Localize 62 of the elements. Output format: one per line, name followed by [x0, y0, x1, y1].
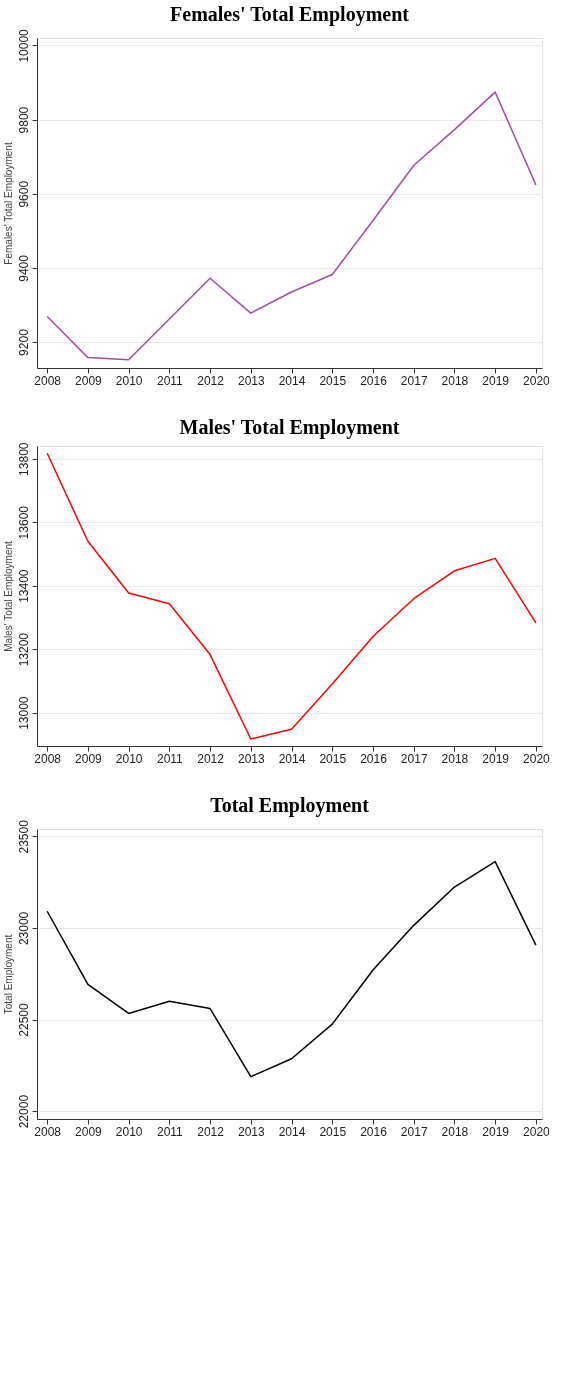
x-tick-label: 2013 [237, 373, 265, 388]
x-tick-label: 2019 [482, 1124, 510, 1139]
x-tick-label: 2011 [156, 751, 184, 766]
y-tick-label: 13200 [16, 632, 31, 667]
y-tick-label: 23000 [16, 911, 31, 946]
x-tick-label: 2014 [278, 373, 306, 388]
x-tick-label: 2009 [75, 373, 103, 388]
x-tick-label: 2015 [319, 751, 347, 766]
y-axis-title: Total Employment [2, 934, 14, 1015]
x-tick-label: 2008 [34, 1124, 62, 1139]
x-tick-label: 2019 [482, 373, 510, 388]
y-tick-label: 13400 [16, 569, 31, 603]
chart-title: Females' Total Employment [170, 2, 410, 26]
x-tick-label: 2010 [115, 751, 143, 766]
chart-title: Males' Total Employment [179, 416, 400, 440]
x-tick-label: 2014 [278, 1124, 306, 1139]
x-tick-label: 2017 [400, 373, 428, 388]
y-tick-label: 22500 [16, 1003, 31, 1037]
line-series [46, 91, 537, 361]
x-tick-label: 2011 [156, 373, 184, 388]
x-tick-label: 2011 [156, 1124, 184, 1139]
x-tick-label: 2010 [115, 1124, 143, 1139]
x-tick-label: 2010 [115, 373, 143, 388]
x-tick-label: 2018 [441, 1124, 469, 1139]
x-tick-label: 2016 [360, 751, 388, 766]
x-tick-label: 2012 [197, 751, 225, 766]
x-tick-label: 2013 [237, 751, 265, 766]
line-series [46, 860, 537, 1078]
chart-title: Total Employment [210, 793, 370, 817]
line-series [46, 452, 537, 740]
x-tick-label: 2016 [360, 373, 388, 388]
x-tick-label: 2017 [400, 751, 428, 766]
y-tick-label: 10000 [16, 28, 31, 63]
x-tick-label: 2020 [523, 373, 551, 388]
x-tick-label: 2013 [237, 1124, 265, 1139]
y-tick-label: 9400 [16, 254, 31, 282]
y-axis-title: Males' Total Employment [2, 540, 14, 652]
x-tick-label: 2016 [360, 1124, 388, 1139]
y-tick-label: 13000 [16, 696, 31, 730]
y-tick-label: 13600 [16, 505, 31, 540]
y-tick-label: 9600 [16, 180, 31, 208]
y-tick-label: 13800 [16, 442, 31, 476]
y-tick-label: 23500 [16, 819, 31, 854]
y-axis-title: Females' Total Employment [2, 142, 14, 265]
x-tick-label: 2020 [523, 1124, 551, 1139]
x-tick-label: 2009 [75, 751, 103, 766]
x-tick-label: 2019 [482, 751, 510, 766]
x-tick-label: 2009 [75, 1124, 103, 1139]
x-tick-label: 2015 [319, 1124, 347, 1139]
x-tick-label: 2008 [34, 751, 62, 766]
x-tick-label: 2015 [319, 373, 347, 388]
x-tick-label: 2012 [197, 1124, 225, 1139]
x-tick-label: 2012 [197, 373, 225, 388]
x-tick-label: 2020 [523, 751, 551, 766]
x-tick-label: 2014 [278, 751, 306, 766]
x-tick-label: 2018 [441, 751, 469, 766]
y-tick-label: 9200 [16, 328, 31, 356]
x-tick-label: 2018 [441, 373, 469, 388]
x-tick-label: 2008 [34, 373, 62, 388]
y-tick-label: 22000 [16, 1094, 31, 1129]
y-tick-label: 9800 [16, 106, 31, 134]
x-tick-label: 2017 [400, 1124, 428, 1139]
